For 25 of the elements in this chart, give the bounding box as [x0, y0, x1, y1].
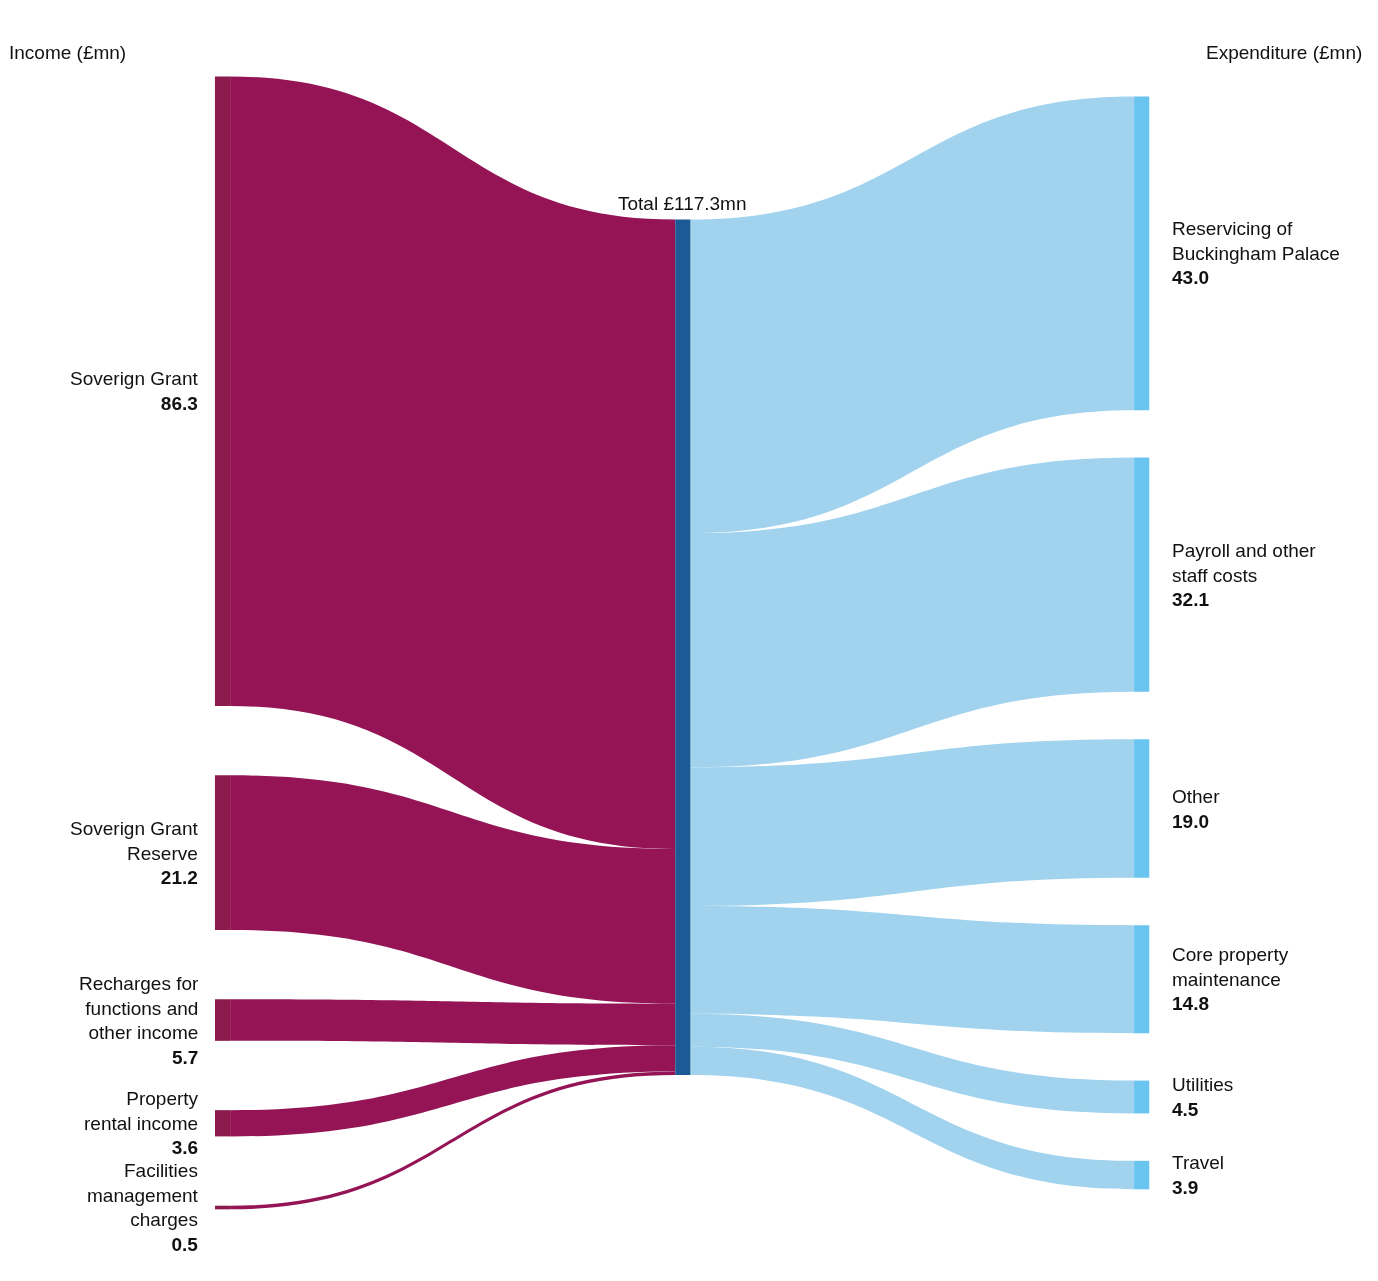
- data-label: 0.5: [171, 1234, 199, 1256]
- category-label: Other: [1172, 786, 1221, 807]
- data-label: 21.2: [160, 867, 198, 889]
- data-label: 3.6: [171, 1137, 199, 1159]
- category-label: Payroll and other staff costs: [1172, 540, 1317, 586]
- text: Income (£mn): [9, 42, 127, 63]
- category-label: Travel: [1172, 1152, 1225, 1173]
- category-label: Core property maintenance: [1172, 944, 1289, 990]
- data-label: 43.0: [1172, 267, 1209, 289]
- category-label: Soverign Grant Reserve: [70, 818, 199, 864]
- category-label: Recharges for functions and other income: [79, 973, 200, 1044]
- data-label: 32.1: [1172, 589, 1210, 611]
- text: Total £117.3mn: [618, 193, 747, 214]
- text: Expenditure (£mn): [1206, 42, 1363, 63]
- category-label: Soverign Grant: [70, 368, 199, 389]
- category-label: Reservicing of Buckingham Palace: [1172, 218, 1340, 264]
- data-label: 19.0: [1172, 810, 1209, 832]
- category-label: Property rental income: [84, 1088, 199, 1134]
- data-label: 14.8: [1172, 993, 1209, 1015]
- data-label: 86.3: [160, 392, 198, 414]
- data-label: 4.5: [1172, 1098, 1199, 1120]
- category-label: Facilities management charges: [87, 1160, 199, 1231]
- data-label: 5.7: [171, 1047, 199, 1069]
- data-label: 3.9: [1172, 1176, 1199, 1198]
- category-label: Utilities: [1172, 1074, 1234, 1095]
